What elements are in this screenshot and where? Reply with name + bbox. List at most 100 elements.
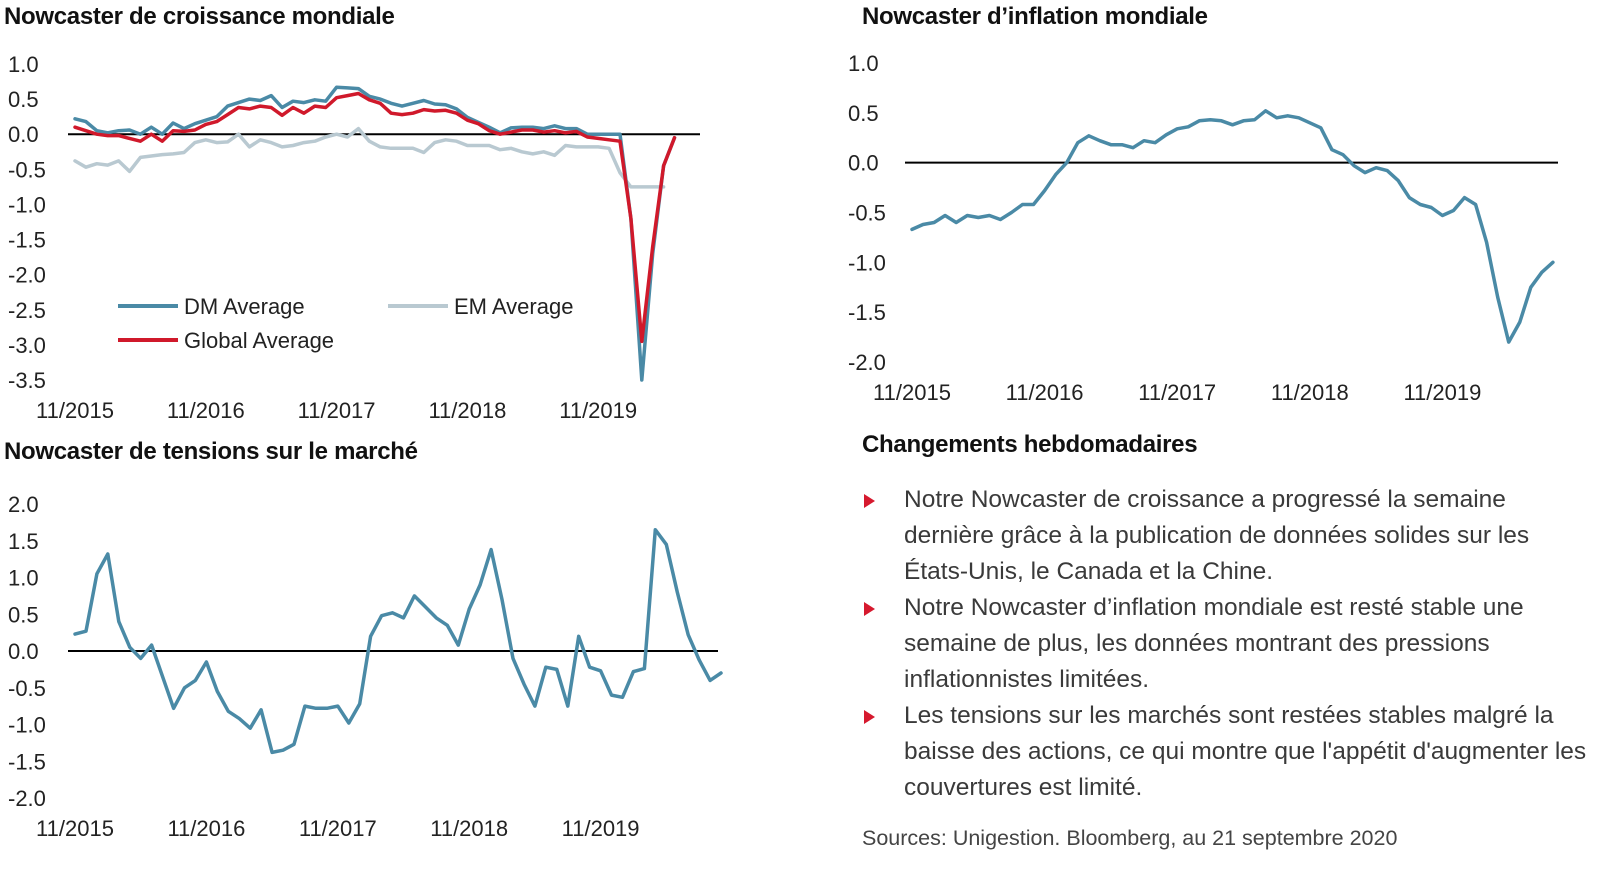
data-point (1043, 189, 1046, 192)
data-point (422, 99, 425, 102)
data-point (73, 117, 77, 121)
data-point (389, 112, 393, 115)
weekly-changes-title: Changements hebdomadaires (862, 431, 1198, 458)
data-point (117, 620, 121, 623)
data-point (314, 707, 318, 710)
data-point (1419, 203, 1422, 206)
data-point (643, 667, 646, 670)
data-point (270, 94, 273, 97)
data-point (346, 86, 349, 90)
data-point (564, 131, 567, 134)
data-point (422, 151, 425, 154)
data-point (313, 140, 316, 143)
data-point (651, 185, 654, 189)
data-point (444, 109, 447, 112)
data-point (478, 583, 482, 587)
data-point (1054, 173, 1057, 176)
data-point (106, 552, 110, 556)
y-tick-label: 1.5 (8, 529, 39, 554)
weekly-change-text: Les tensions sur les marchés sont restée… (904, 702, 1587, 801)
data-point (719, 671, 723, 675)
data-point (988, 214, 991, 217)
data-point (488, 126, 491, 129)
data-point (455, 107, 458, 111)
data-point (1220, 119, 1223, 123)
data-point (553, 124, 556, 128)
data-point (1485, 241, 1488, 244)
data-point (435, 616, 438, 620)
data-point (466, 144, 469, 147)
data-point (249, 727, 252, 730)
data-point (564, 144, 567, 147)
data-point (618, 140, 622, 143)
data-point (1076, 141, 1080, 144)
data-point (575, 127, 578, 130)
data-point (237, 106, 240, 109)
data-point (977, 216, 980, 219)
y-tick-label: -0.5 (8, 157, 46, 182)
data-point (411, 147, 415, 150)
data-point (520, 150, 524, 153)
data-point (1087, 134, 1091, 137)
data-point (607, 133, 611, 136)
data-point (1297, 116, 1301, 120)
data-point (1463, 196, 1466, 199)
data-point (106, 163, 109, 167)
data-point (161, 153, 164, 156)
data-point (357, 92, 360, 95)
data-point (248, 97, 251, 101)
data-point (357, 87, 360, 90)
data-point (697, 658, 701, 661)
data-point (380, 614, 383, 617)
data-point (433, 102, 436, 106)
data-point (1430, 206, 1433, 209)
data-point (597, 137, 600, 140)
data-point (553, 129, 556, 132)
data-point (597, 133, 600, 136)
data-point (346, 94, 349, 97)
data-point (520, 126, 524, 129)
data-point (117, 159, 120, 163)
data-point (1352, 164, 1356, 167)
x-tick-label: 11/2017 (298, 398, 376, 423)
data-point (84, 120, 88, 123)
y-tick-label: 0.0 (8, 122, 39, 147)
data-point (520, 128, 524, 132)
data-point (1187, 125, 1190, 128)
data-point (500, 598, 504, 601)
inflation-chart-title: Nowcaster d’inflation mondiale (862, 3, 1208, 30)
y-tick-label: -3.5 (8, 368, 46, 393)
y-tick-label: 1.0 (8, 52, 39, 77)
data-point (1518, 320, 1522, 324)
data-point (161, 140, 164, 143)
data-point (542, 127, 545, 130)
y-tick-label: 0.0 (8, 639, 39, 664)
data-point (1131, 146, 1135, 149)
data-point (1109, 143, 1113, 146)
y-tick-label: 0.5 (8, 602, 39, 627)
data-point (204, 138, 207, 141)
data-point (161, 675, 164, 678)
data-point (564, 127, 567, 130)
data-point (618, 171, 622, 174)
data-point (150, 133, 153, 136)
data-point (966, 214, 969, 217)
data-point (226, 113, 229, 116)
x-tick-label: 11/2016 (1006, 380, 1084, 405)
data-point (95, 572, 99, 575)
data-point (1540, 271, 1544, 274)
data-point (708, 679, 712, 682)
data-point (1264, 109, 1267, 113)
x-tick-label: 11/2019 (559, 398, 637, 423)
data-point (566, 704, 569, 708)
data-point (1286, 114, 1289, 118)
legend-label: Global Average (184, 328, 334, 353)
y-tick-label: 0.5 (8, 87, 39, 112)
data-point (477, 144, 480, 147)
data-point (588, 666, 591, 669)
weekly-changes-list: Notre Nowcaster de croissance a progress… (862, 482, 1592, 806)
data-point (1275, 116, 1278, 120)
x-tick-label: 11/2016 (167, 816, 245, 841)
data-point (498, 133, 502, 136)
data-point (433, 109, 436, 113)
